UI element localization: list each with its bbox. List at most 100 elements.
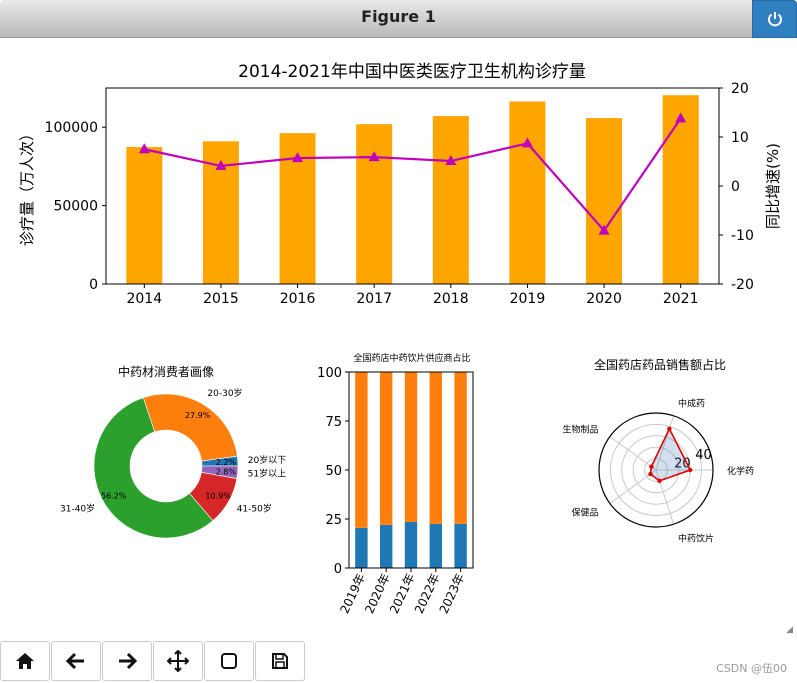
chart1-xtick-label: 2020 [586, 291, 622, 307]
radar-polygon [649, 426, 692, 482]
chart1-y2label: 同比增速(%) [764, 143, 782, 229]
chart3-ytick-label: 50 [325, 464, 342, 479]
chart1-y2tick-label: 20 [731, 81, 749, 97]
radar-point [648, 471, 653, 477]
chart3-ytick-label: 75 [325, 415, 342, 430]
chart1-axes-frame [105, 87, 720, 285]
watermark: CSDN @伍00 [716, 662, 787, 675]
stacked-bar-segment [355, 527, 368, 568]
chart1-xtick-label: 2014 [126, 291, 162, 307]
pan-button[interactable] [153, 641, 203, 681]
close-figure-button[interactable] [752, 0, 797, 38]
chart1-ylabel: 诊疗量（万人次） [18, 126, 36, 246]
zoom-rect-button[interactable] [204, 641, 254, 681]
radar-category-label: 保健品 [572, 507, 599, 519]
chart1-bar [126, 146, 163, 284]
chart1-line-marker [598, 224, 610, 235]
donut-category-label: 20岁以下 [248, 454, 286, 466]
chart1-line-marker [521, 137, 533, 148]
forward-button[interactable] [102, 641, 152, 681]
donut-pct-label: 2.2% [216, 458, 237, 467]
donut-wedge [201, 465, 239, 479]
chart1-ytick-label: 100000 [45, 120, 98, 136]
chart1-growth-line [144, 117, 682, 233]
chart1-line-marker [292, 152, 304, 163]
radar-spoke [655, 415, 675, 471]
donut-wedge [142, 393, 238, 462]
chart1-xtick-label: 2016 [280, 291, 316, 307]
chart3-title: 全国药店中药饮片供应商占比 [353, 352, 470, 364]
donut-chart: 中药材消费者画像 2.2% 20岁以下 27.9% 20-30岁 56.2% 31-40岁… [60, 364, 286, 539]
save-button[interactable] [255, 641, 305, 681]
arrow-right-icon [119, 652, 137, 670]
chart1-line-marker [138, 143, 150, 154]
chart1-bar [509, 101, 546, 284]
chart1-y2tick-label: -10 [731, 228, 754, 244]
radar-category-label: 化学药 [727, 465, 754, 477]
chart1-line-marker [368, 151, 380, 162]
stacked-bar-segment [404, 521, 418, 568]
chart1-y2tick-label: 10 [731, 130, 749, 146]
radar-outer-ring [598, 412, 714, 528]
donut-pct-label: 10.9% [205, 492, 231, 501]
figure-canvas: 2014-2021年中国中医类医疗卫生机构诊疗量 2014 2015 2016 201… [18, 62, 782, 616]
home-button[interactable] [0, 641, 50, 681]
chart1-y2tick-label: 0 [731, 179, 740, 195]
donut-category-label: 51岁以上 [248, 468, 286, 480]
donut-category-label: 41-50岁 [237, 503, 272, 515]
chart3-ytick-label: 0 [334, 562, 342, 577]
stacked-bar-segment [380, 524, 393, 568]
arrow-left-icon [66, 652, 84, 670]
donut-pct-label: 2.8% [216, 467, 237, 476]
radar-spoke [609, 469, 657, 504]
square-icon [221, 653, 237, 669]
chart2-title: 中药材消费者画像 [118, 364, 214, 379]
back-button[interactable] [51, 641, 101, 681]
window-titlebar: Figure 1 [0, 0, 797, 38]
chart1-ytick-label: 0 [89, 277, 98, 293]
radar-spoke [609, 436, 657, 471]
donut-wedge [93, 397, 214, 539]
chart1-xtick-label: 2015 [203, 291, 239, 307]
stacked-bar-segment [454, 372, 467, 524]
donut-pct-label: 27.9% [185, 411, 211, 420]
radar-point [667, 426, 672, 432]
floppy-disk-icon [272, 653, 288, 669]
chart1-xtick-label: 2021 [663, 291, 699, 307]
stacked-bar-segment [404, 372, 418, 522]
chart1-xtick-label: 2017 [356, 291, 392, 307]
radar-point [657, 478, 662, 484]
chart3-ytick-label: 100 [317, 366, 342, 381]
power-icon [767, 12, 782, 27]
home-icon [16, 653, 34, 669]
stacked-bar-segment [454, 523, 467, 568]
radar-category-label: 生物制品 [563, 423, 599, 435]
chart1-xtick-label: 2018 [433, 291, 469, 307]
donut-pct-label: 56.2% [101, 492, 127, 501]
move-icon [167, 650, 189, 672]
chart1-bar [432, 116, 469, 284]
donut-category-label: 31-40岁 [60, 502, 95, 514]
stacked-bar-segment [429, 372, 442, 524]
chart1-bar [356, 124, 393, 285]
chart1-y2tick-label: -20 [731, 277, 754, 293]
stacked-bar-segment [429, 523, 442, 568]
chart1-line-marker [675, 112, 687, 123]
chart1-xtick-label: 2019 [510, 291, 546, 307]
radar-point [688, 467, 693, 473]
radar-rtick-label: 20 [674, 456, 691, 471]
radar-point [649, 464, 654, 469]
chart1-line-marker [445, 155, 457, 166]
stacked-bar-segment [355, 372, 368, 528]
radar-rtick-label: 40 [695, 448, 712, 463]
chart1-ytick-label: 50000 [53, 199, 98, 215]
chart1-bar [586, 118, 623, 285]
resize-grip-icon[interactable]: ◢ [786, 625, 793, 635]
donut-category-label: 20-30岁 [207, 387, 242, 399]
chart1-line-marker [215, 159, 227, 170]
chart1-title: 2014-2021年中国中医类医疗卫生机构诊疗量 [238, 62, 586, 82]
window-title: Figure 1 [361, 7, 436, 26]
top-bar-line-chart: 2014-2021年中国中医类医疗卫生机构诊疗量 2014 2015 2016 201… [18, 62, 782, 307]
